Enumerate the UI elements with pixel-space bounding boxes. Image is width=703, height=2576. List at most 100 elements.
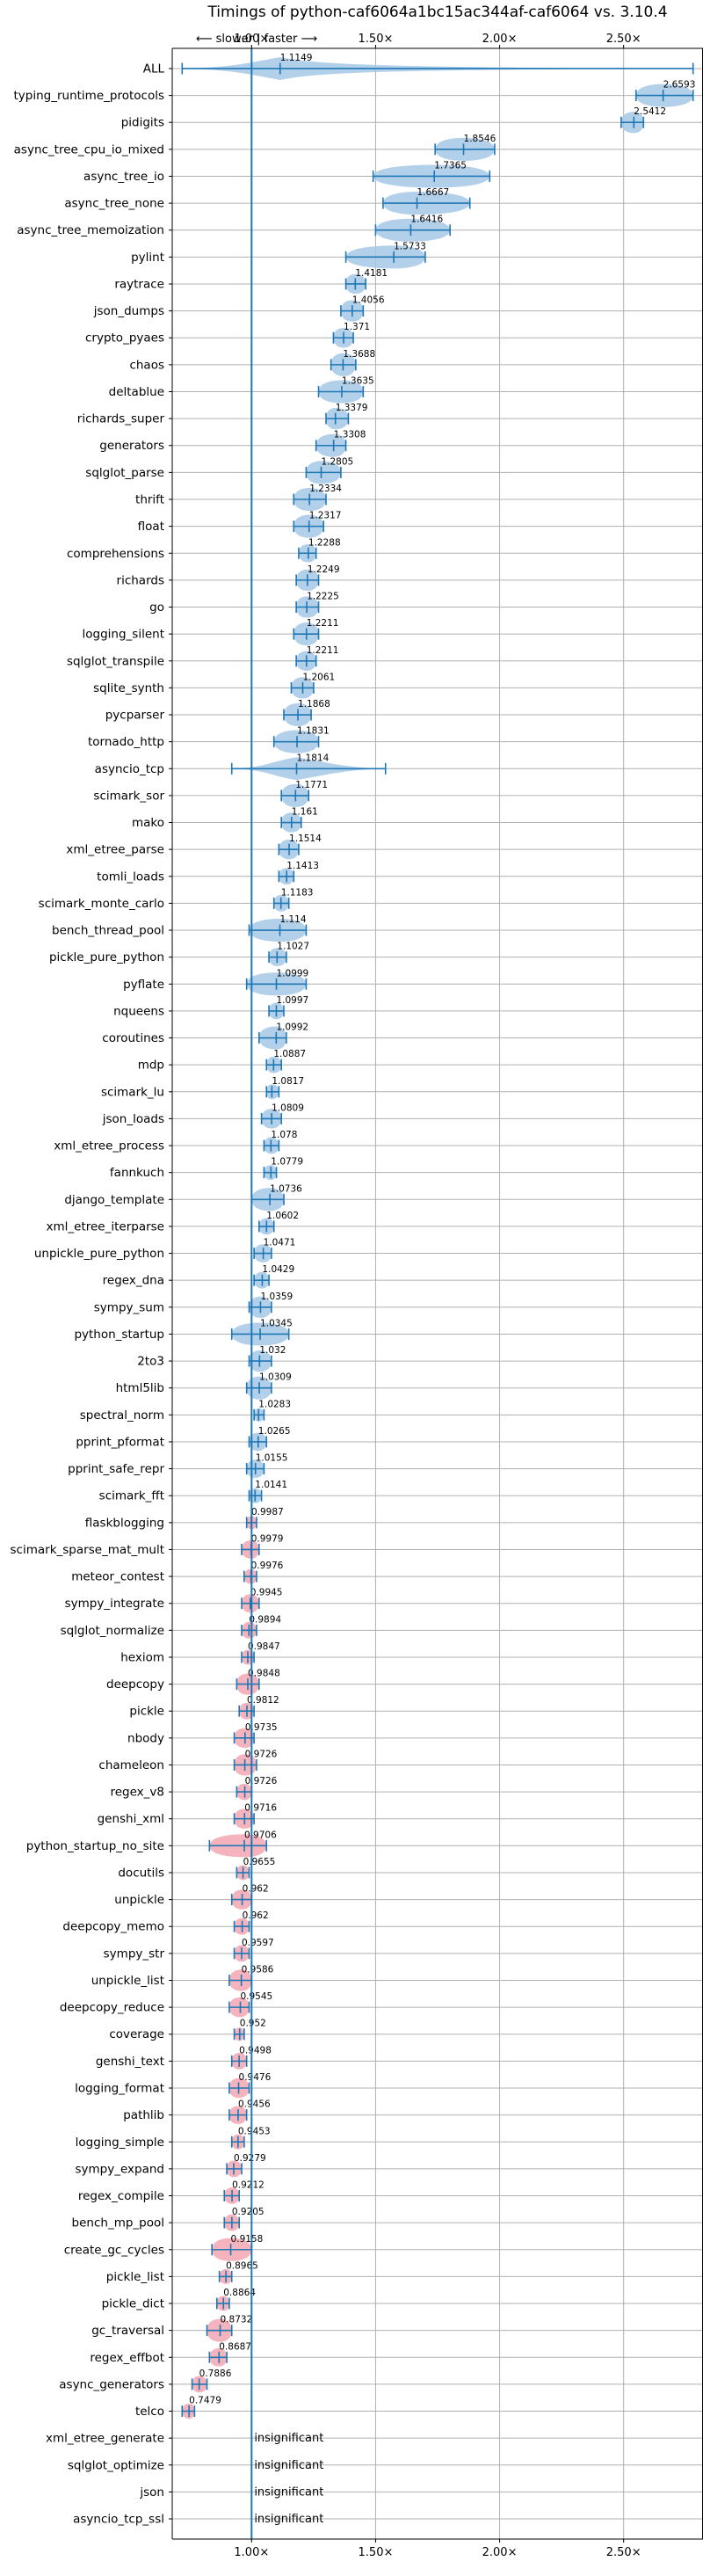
category-label: float [138, 520, 164, 534]
category-label: nbody [127, 1731, 164, 1745]
category-label: sqlglot_transpile [67, 654, 164, 668]
benchmark-row: thrift 1.2334 [135, 484, 342, 512]
value-label: 1.3308 [334, 430, 366, 440]
benchmark-row: unpickle_pure_python 1.0471 [34, 1238, 296, 1263]
benchmark-row: create_gc_cycles 0.9158 [64, 2234, 263, 2261]
category-label: regex_effbot [90, 2351, 164, 2365]
value-label: 0.9476 [239, 2072, 272, 2083]
value-label: 0.9205 [232, 2207, 265, 2217]
value-label: 1.0992 [276, 1022, 308, 1033]
category-label: chaos [129, 358, 164, 372]
value-label: 0.9545 [240, 1991, 272, 2002]
category-label: coroutines [102, 1031, 164, 1045]
benchmark-row: regex_dna 1.0429 [103, 1264, 294, 1289]
category-label: raytrace [114, 277, 164, 291]
value-label: 1.1413 [286, 861, 319, 871]
category-label: pprint_safe_repr [68, 1462, 164, 1476]
value-label: 0.9987 [251, 1507, 284, 1517]
category-label: coverage [109, 2027, 164, 2041]
category-label: pickle [129, 1705, 164, 1719]
category-label: 2to3 [137, 1355, 164, 1369]
category-label: pprint_pformat [76, 1435, 164, 1449]
value-label: 0.9812 [247, 1695, 279, 1706]
value-label: 0.9945 [250, 1588, 283, 1598]
value-label: 1.0999 [277, 968, 309, 979]
category-label: nqueens [113, 1004, 164, 1018]
benchmark-row: deepcopy_reduce 0.9545 [60, 1991, 272, 2018]
category-label: pylint [131, 251, 164, 265]
value-label: 0.9655 [243, 1857, 276, 1867]
category-label: asyncio_tcp [95, 762, 164, 776]
benchmark-row: 2to3 1.032 [137, 1345, 286, 1372]
category-label: pickle_list [106, 2270, 164, 2284]
value-label: 1.3379 [336, 403, 368, 413]
category-label: genshi_xml [98, 1812, 164, 1826]
benchmark-row: pickle_pure_python 1.1027 [49, 942, 309, 966]
category-label: scimark_sor [93, 789, 164, 803]
value-label: 0.8864 [223, 2288, 256, 2298]
category-label: bench_mp_pool [72, 2216, 164, 2230]
value-label: 1.0887 [273, 1049, 306, 1059]
category-label: pycparser [105, 709, 165, 723]
category-label: pyflate [123, 978, 164, 992]
category-label: regex_v8 [110, 1786, 164, 1800]
value-label: 0.9848 [248, 1669, 280, 1679]
benchmark-row: tornado_http 1.1831 [88, 726, 330, 753]
benchmark-rows: ALL 1.1149 typing_runtime_protocols 2.6593 p… [11, 53, 696, 2527]
value-label: 1.4181 [355, 268, 388, 279]
benchmark-row: spectral_norm 1.0283 [80, 1399, 291, 1423]
benchmark-row: ALL 1.1149 [143, 53, 694, 80]
benchmark-row: genshi_xml 0.9716 [98, 1803, 277, 1829]
category-label: deltablue [109, 385, 164, 399]
benchmark-row: deepcopy_memo 0.962 [62, 1910, 269, 1935]
benchmark-row: nqueens 1.0997 [113, 995, 308, 1020]
category-label: go [149, 600, 164, 615]
value-label: 0.9894 [249, 1614, 281, 1625]
category-label: thrift [135, 493, 164, 507]
value-label: 1.0141 [255, 1480, 287, 1490]
category-label: pathlib [123, 2108, 164, 2122]
category-label: scimark_fft [99, 1489, 164, 1503]
category-label: pickle_pure_python [49, 950, 164, 964]
value-label: 0.9279 [234, 2153, 266, 2164]
benchmark-row: coroutines 1.0992 [102, 1022, 308, 1050]
benchmark-row: regex_effbot 0.8687 [90, 2341, 251, 2367]
category-label: ALL [143, 62, 165, 76]
category-label: sqlglot_parse [85, 466, 164, 480]
value-label: 0.9498 [239, 2045, 272, 2056]
value-label: 1.032 [259, 1345, 286, 1356]
value-label: 1.114 [279, 914, 306, 925]
value-label: 1.0309 [259, 1372, 292, 1383]
benchmark-row: async_tree_none 1.6667 [64, 187, 471, 215]
insignificant-label: insignificant [254, 2459, 323, 2472]
benchmark-row: logging_format 0.9476 [75, 2072, 272, 2099]
value-label: 1.0471 [264, 1238, 296, 1248]
category-label: regex_dna [103, 1274, 164, 1288]
category-label: async_tree_io [83, 170, 164, 184]
value-label: 1.371 [344, 322, 370, 332]
benchmark-row: scimark_monte_carlo 1.1183 [39, 887, 313, 912]
category-label: django_template [64, 1193, 164, 1207]
category-label: sqlglot_optimize [68, 2458, 164, 2472]
category-label: genshi_text [96, 2055, 164, 2069]
benchmark-row: django_template 1.0736 [64, 1183, 302, 1212]
benchmark-row: pickle_list 0.8965 [106, 2260, 258, 2284]
category-label: unpickle_list [91, 1974, 164, 1988]
category-label: xml_etree_iterparse [47, 1219, 165, 1233]
category-label: xml_etree_parse [66, 843, 164, 857]
category-label: xml_etree_process [54, 1139, 164, 1153]
category-label: scimark_sparse_mat_mult [11, 1543, 164, 1557]
value-label: 1.0817 [272, 1076, 304, 1087]
benchmark-row: coverage 0.952 [109, 2019, 266, 2042]
x-tick-label-bottom: 2.00× [482, 2546, 518, 2559]
category-label: tomli_loads [97, 870, 164, 884]
value-label: 1.0265 [258, 1426, 291, 1437]
value-label: 1.2211 [307, 645, 339, 656]
category-label: chameleon [98, 1758, 164, 1772]
value-label: 0.9847 [248, 1641, 280, 1652]
benchmark-row: sympy_expand 0.9279 [75, 2153, 266, 2178]
value-label: 1.3688 [343, 349, 375, 360]
benchmark-row: generators 1.3308 [99, 430, 366, 457]
category-label: xml_etree_generate [46, 2432, 164, 2446]
